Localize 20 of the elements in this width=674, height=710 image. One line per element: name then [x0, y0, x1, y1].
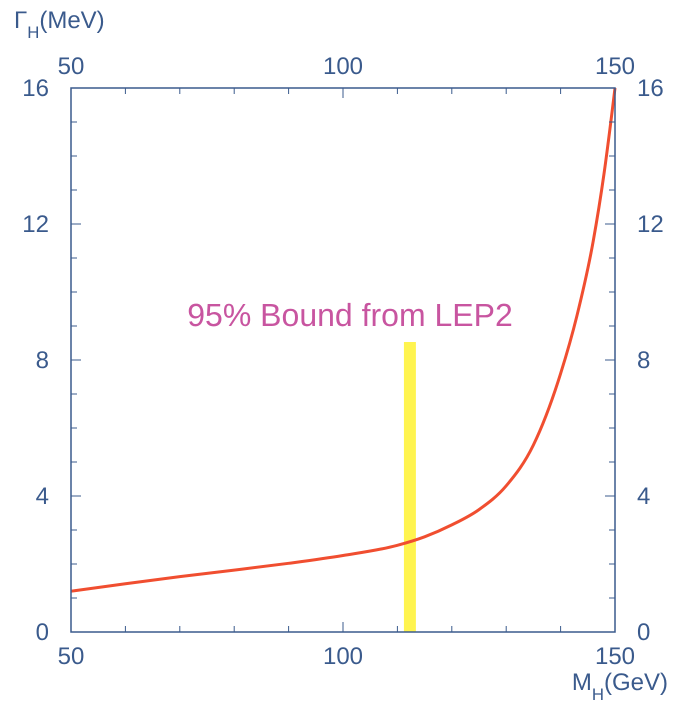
y2-tick-label: 12: [637, 211, 664, 238]
x2-tick-label: 150: [594, 643, 636, 670]
y-axis-title: Γ$_{H}$(MeV): [14, 7, 105, 42]
band-label: 95% Bound from LEP2: [187, 297, 513, 333]
y-tick-label: 0: [36, 619, 49, 646]
x2-tick-label: 100: [322, 643, 364, 670]
x-tick-label: 50: [58, 53, 84, 80]
y-tick-label: 8: [36, 347, 49, 374]
y-tick-label: 16: [22, 75, 49, 102]
line-series: [70, 86, 616, 593]
x2-tick-label: 50: [58, 643, 84, 670]
y-tick-label: 12: [22, 211, 49, 238]
x-tick-label: 100: [322, 53, 364, 80]
y-tick-label: 4: [36, 483, 49, 510]
y2-tick-label: 4: [637, 483, 650, 510]
y2-tick-label: 8: [637, 347, 650, 374]
y2-tick-label: 0: [637, 619, 650, 646]
y2-tick-label: 16: [637, 75, 664, 102]
x-tick-label: 150: [594, 53, 636, 80]
x-axis-title: M$_{H}$(GeV): [572, 669, 668, 704]
